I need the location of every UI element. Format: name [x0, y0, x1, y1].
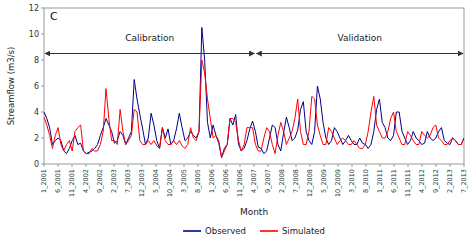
- x-tick: [324, 164, 325, 167]
- x-tick-label: 8_2010: [362, 169, 370, 193]
- x-tick: [254, 164, 255, 167]
- x-tick-label: 12_2003: [138, 169, 146, 197]
- x-tick: [268, 164, 269, 167]
- chart: 0 2 4 6 8 10 12 1_2001 6_2001 11_2001 4_2002 9_2002…: [0, 0, 474, 239]
- x-tick-label: 9_2007: [264, 169, 272, 193]
- y-tick-label: 8: [34, 56, 39, 65]
- y-tick-label: 4: [34, 108, 39, 117]
- x-tick-label: 6_2006: [222, 169, 230, 193]
- x-tick-label: 1_2001: [40, 169, 48, 193]
- y-tick-label: 10: [29, 30, 39, 39]
- x-tick: [408, 164, 409, 167]
- x-tick-label: 10_2004: [166, 169, 174, 197]
- x-tick: [296, 164, 297, 167]
- x-tick-label: 9_2012: [432, 169, 440, 193]
- x-tick: [464, 164, 465, 167]
- x-tick: [450, 164, 451, 167]
- x-tick-label: 11_2011: [404, 169, 412, 197]
- y-tick-label: 0: [34, 160, 39, 169]
- series-line: [44, 60, 464, 158]
- panel-label: C: [50, 10, 58, 23]
- x-tick-label: 2_2008: [278, 169, 286, 193]
- legend-label: Observed: [205, 226, 246, 236]
- x-tick: [100, 164, 101, 167]
- x-tick: [86, 164, 87, 167]
- y-tick: [41, 8, 44, 9]
- x-tick: [240, 164, 241, 167]
- x-tick: [170, 164, 171, 167]
- x-tick: [380, 164, 381, 167]
- y-tick-label: 6: [34, 82, 39, 91]
- x-tick-label: 10_2009: [334, 169, 342, 197]
- legend-swatch: [260, 230, 278, 232]
- x-tick: [366, 164, 367, 167]
- period-arrow: [45, 53, 254, 54]
- x-tick: [282, 164, 283, 167]
- x-tick: [310, 164, 311, 167]
- x-tick: [352, 164, 353, 167]
- x-tick-label: 12_2008: [306, 169, 314, 197]
- x-tick: [114, 164, 115, 167]
- y-tick: [41, 34, 44, 35]
- x-tick-label: 5_2004: [152, 169, 160, 193]
- x-tick-label: 11_2001: [68, 169, 76, 197]
- x-tick-label: 7_2003: [124, 169, 132, 193]
- legend: Observed Simulated: [183, 226, 325, 236]
- period-label: Calibration: [125, 33, 174, 43]
- x-tick-label: 6_2001: [54, 169, 62, 193]
- x-tick: [44, 164, 45, 167]
- x-tick: [212, 164, 213, 167]
- series-line: [44, 28, 464, 158]
- legend-swatch: [183, 230, 201, 232]
- period-arrow: [256, 53, 463, 54]
- x-tick-label: 11_2006: [236, 169, 244, 197]
- x-tick-label: 8_2005: [194, 169, 202, 193]
- x-tick-label: 4_2007: [250, 169, 258, 193]
- x-tick: [72, 164, 73, 167]
- x-tick: [436, 164, 437, 167]
- x-tick-label: 3_2010: [348, 169, 356, 193]
- x-tick-label: 7_2013: [460, 169, 468, 193]
- y-tick: [41, 86, 44, 87]
- period-label: Validation: [337, 33, 381, 43]
- x-tick-label: 9_2002: [96, 169, 104, 193]
- y-tick: [41, 60, 44, 61]
- y-tick: [41, 112, 44, 113]
- x-axis-label: Month: [240, 207, 268, 217]
- y-tick: [41, 138, 44, 139]
- x-tick: [422, 164, 423, 167]
- y-tick-label: 2: [34, 134, 39, 143]
- x-tick-label: 5_2009: [320, 169, 328, 193]
- x-tick-label: 3_2005: [180, 169, 188, 193]
- x-tick: [184, 164, 185, 167]
- x-tick-label: 4_2012: [418, 169, 426, 193]
- x-tick-label: 4_2002: [82, 169, 90, 193]
- x-tick-label: 6_2011: [390, 169, 398, 193]
- y-axis-label: Streamflow (m3/s): [6, 47, 16, 126]
- x-tick: [156, 164, 157, 167]
- x-tick-label: 1_2011: [376, 169, 384, 193]
- x-tick: [58, 164, 59, 167]
- y-tick-label: 12: [29, 4, 39, 13]
- x-tick: [394, 164, 395, 167]
- legend-label: Simulated: [282, 226, 325, 236]
- plot-lines: [44, 28, 464, 158]
- x-tick-label: 2_2013: [446, 169, 454, 193]
- plot-frame: [44, 8, 464, 164]
- x-tick: [198, 164, 199, 167]
- x-tick-label: 1_2006: [208, 169, 216, 193]
- x-tick: [226, 164, 227, 167]
- x-tick: [142, 164, 143, 167]
- x-tick-label: 7_2008: [292, 169, 300, 193]
- x-tick: [338, 164, 339, 167]
- x-tick: [128, 164, 129, 167]
- x-tick-label: 2_2003: [110, 169, 118, 193]
